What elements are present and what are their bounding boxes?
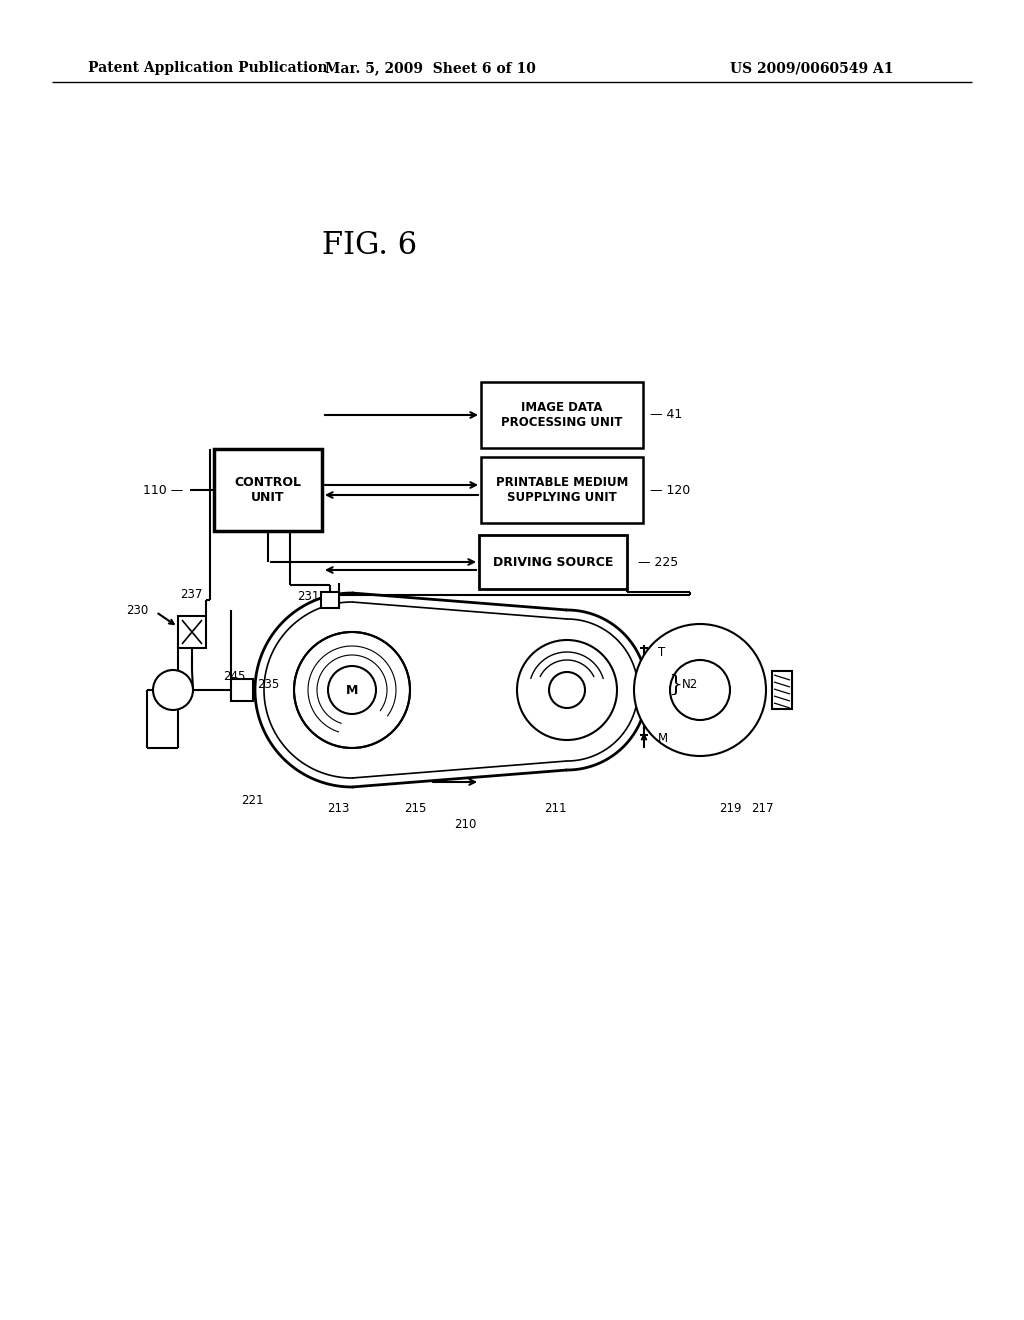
Bar [321, 591, 339, 609]
Text: 230: 230 [126, 603, 148, 616]
Text: 219: 219 [719, 801, 741, 814]
Text: 231: 231 [298, 590, 319, 602]
Text: 213: 213 [327, 801, 349, 814]
Circle shape [634, 624, 766, 756]
Text: — 225: — 225 [638, 556, 678, 569]
Text: — 120: — 120 [650, 483, 690, 496]
Text: 245: 245 [222, 669, 245, 682]
Bar [231, 678, 253, 701]
Text: DRIVING SOURCE: DRIVING SOURCE [493, 556, 613, 569]
Circle shape [328, 667, 376, 714]
Text: 217: 217 [751, 801, 773, 814]
Text: M: M [346, 684, 358, 697]
Text: Mar. 5, 2009  Sheet 6 of 10: Mar. 5, 2009 Sheet 6 of 10 [325, 61, 536, 75]
Circle shape [549, 672, 585, 708]
Bar [481, 381, 643, 447]
Text: IMAGE DATA
PROCESSING UNIT: IMAGE DATA PROCESSING UNIT [502, 401, 623, 429]
Text: US 2009/0060549 A1: US 2009/0060549 A1 [730, 61, 894, 75]
Text: 237: 237 [180, 587, 203, 601]
Text: T: T [658, 645, 666, 659]
Text: — 41: — 41 [650, 408, 682, 421]
Text: 235: 235 [257, 678, 280, 692]
Polygon shape [255, 593, 647, 787]
Text: 211: 211 [544, 801, 566, 814]
Bar [772, 671, 792, 709]
Text: M: M [658, 731, 668, 744]
Text: }: } [668, 675, 682, 696]
Circle shape [517, 640, 617, 741]
Bar [178, 616, 206, 648]
Bar [481, 457, 643, 523]
Text: 210: 210 [454, 818, 476, 832]
Text: Patent Application Publication: Patent Application Publication [88, 61, 328, 75]
Bar [479, 535, 627, 589]
Circle shape [294, 632, 410, 748]
Text: N2: N2 [682, 678, 698, 692]
Text: 215: 215 [403, 801, 426, 814]
Text: 221: 221 [241, 793, 263, 807]
Text: CONTROL
UNIT: CONTROL UNIT [234, 477, 301, 504]
Text: 110 —: 110 — [142, 483, 183, 496]
Circle shape [153, 671, 193, 710]
Circle shape [670, 660, 730, 719]
Bar [214, 449, 322, 531]
Text: PRINTABLE MEDIUM
SUPPLYING UNIT: PRINTABLE MEDIUM SUPPLYING UNIT [496, 477, 628, 504]
Text: FIG. 6: FIG. 6 [323, 230, 418, 260]
